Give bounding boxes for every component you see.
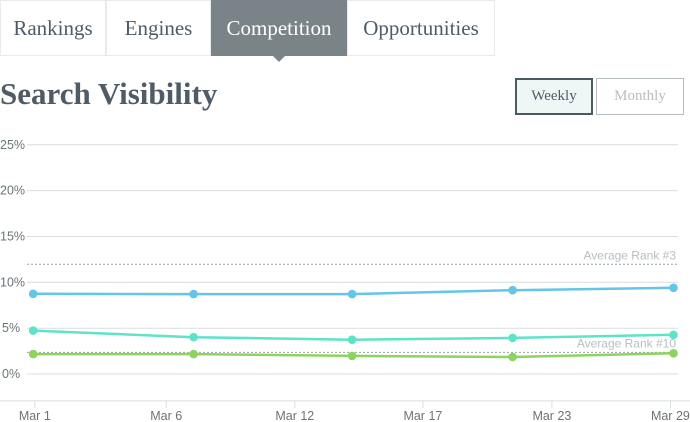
- svg-text:25%: 25%: [0, 138, 25, 152]
- svg-text:Mar 12: Mar 12: [275, 409, 314, 422]
- svg-text:5%: 5%: [2, 321, 20, 335]
- svg-text:Mar 23: Mar 23: [532, 409, 571, 422]
- svg-text:10%: 10%: [0, 275, 25, 289]
- svg-text:Average Rank #10: Average Rank #10: [577, 337, 677, 351]
- svg-text:Average Rank #3: Average Rank #3: [583, 249, 676, 263]
- svg-text:20%: 20%: [0, 184, 25, 198]
- svg-text:15%: 15%: [0, 230, 25, 244]
- svg-text:Mar 6: Mar 6: [150, 409, 182, 422]
- svg-text:Mar 1: Mar 1: [19, 409, 51, 422]
- svg-text:Mar 17: Mar 17: [403, 409, 442, 422]
- svg-text:Mar 29: Mar 29: [651, 409, 690, 422]
- svg-text:0%: 0%: [2, 367, 20, 381]
